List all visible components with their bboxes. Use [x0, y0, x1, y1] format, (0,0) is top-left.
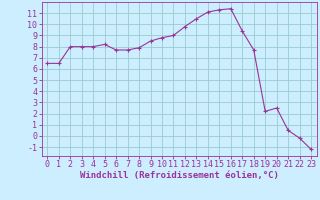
X-axis label: Windchill (Refroidissement éolien,°C): Windchill (Refroidissement éolien,°C) [80, 171, 279, 180]
